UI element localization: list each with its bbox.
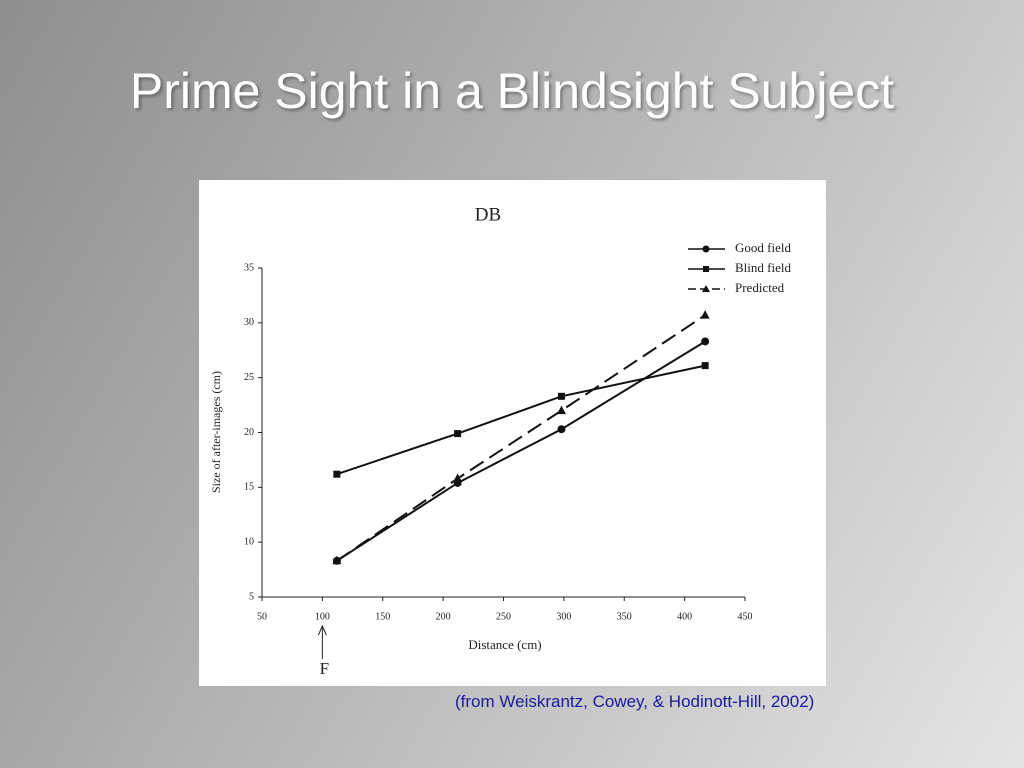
- chart: DB Distance (cm) Size of after-images (c…: [199, 180, 826, 686]
- x-tick-label: 100: [315, 611, 330, 622]
- marker: [701, 362, 709, 370]
- marker: [557, 425, 566, 434]
- chart-title: DB: [475, 204, 501, 225]
- y-axis-label: Size of after-images (cm): [209, 371, 223, 493]
- y-tick-label: 20: [244, 427, 254, 438]
- slide-title: Prime Sight in a Blindsight Subject: [129, 63, 895, 119]
- legend-marker: [702, 285, 710, 292]
- x-axis-label: Distance (cm): [468, 637, 541, 652]
- legend-label: Blind field: [735, 260, 791, 275]
- x-tick-label: 350: [617, 611, 632, 622]
- legend-label: Predicted: [735, 280, 785, 295]
- marker: [333, 470, 341, 478]
- y-tick-label: 15: [244, 482, 254, 493]
- series-line: [336, 314, 706, 562]
- x-tick-label: 50: [257, 611, 267, 622]
- series-line: [336, 340, 706, 562]
- x-tick-label: 300: [556, 611, 571, 622]
- annotation-arrowhead: [317, 624, 327, 636]
- series-line: [336, 364, 706, 476]
- marker: [556, 405, 566, 415]
- marker: [453, 473, 463, 483]
- marker: [701, 337, 710, 346]
- x-tick-label: 200: [436, 611, 451, 622]
- x-tick-label: 450: [738, 611, 753, 622]
- y-tick-label: 5: [249, 591, 254, 602]
- legend-label: Good field: [735, 240, 791, 255]
- y-tick-label: 35: [244, 262, 254, 273]
- citation: (from Weiskrantz, Cowey, & Hodinott-Hill…: [455, 692, 815, 711]
- y-tick-label: 30: [244, 317, 254, 328]
- legend-marker: [702, 245, 710, 253]
- marker: [700, 310, 710, 319]
- legend-marker: [703, 266, 709, 272]
- marker: [557, 392, 565, 400]
- x-tick-label: 400: [677, 611, 692, 622]
- annotation: F: [320, 659, 329, 678]
- marker: [454, 430, 462, 438]
- x-tick-label: 250: [496, 611, 511, 622]
- y-tick-label: 10: [244, 536, 254, 547]
- marker: [332, 555, 342, 565]
- y-tick-label: 25: [244, 372, 254, 383]
- x-tick-label: 150: [375, 611, 390, 622]
